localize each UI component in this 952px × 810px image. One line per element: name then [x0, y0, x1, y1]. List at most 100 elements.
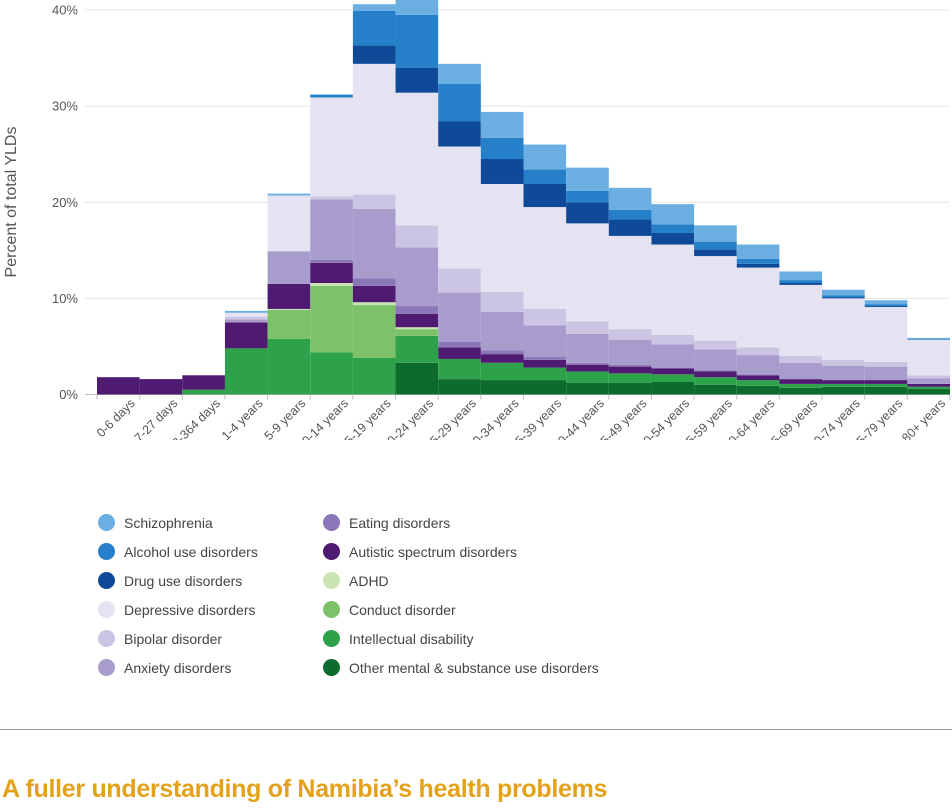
- legend-label: Intellectual disability: [349, 630, 474, 647]
- legend-label: Drug use disorders: [124, 572, 243, 589]
- bar-segment: [310, 94, 353, 98]
- bar-segment: [566, 382, 609, 395]
- x-tick-label: 0-6 days: [94, 396, 138, 440]
- bar-segment: [822, 359, 865, 366]
- bar-segment: [779, 282, 823, 285]
- y-tick-labels: 0% 10% 20% 30% 40%: [52, 3, 78, 403]
- legend-swatch: [98, 659, 115, 676]
- bar-segment: [395, 225, 439, 248]
- legend-label: Depressive disorders: [124, 601, 256, 618]
- bar-segment: [694, 225, 737, 242]
- legend-item: Drug use disorders: [98, 566, 258, 595]
- bar-segment: [736, 374, 780, 376]
- bar-segment: [864, 300, 908, 305]
- bar-segment: [352, 305, 396, 358]
- bar-segment: [566, 190, 609, 203]
- bar-segment: [694, 377, 737, 385]
- bar-segment: [822, 298, 865, 360]
- bars: [97, 0, 950, 395]
- bar-segment: [566, 321, 609, 334]
- legend-item: Schizophrenia: [98, 508, 258, 537]
- bar-segment: [224, 348, 268, 395]
- x-tick-label: 5-9 years: [262, 396, 309, 440]
- bar-segment: [395, 67, 439, 93]
- bar-segment: [779, 362, 823, 380]
- bar-segment: [608, 373, 652, 383]
- bar-segment: [736, 267, 780, 348]
- legend-label: Other mental & substance use disorders: [349, 659, 599, 676]
- bar-segment: [352, 285, 396, 303]
- bar-segment: [694, 370, 737, 372]
- bar-segment: [352, 10, 396, 46]
- bar-segment: [310, 282, 353, 286]
- bar-segment: [651, 382, 695, 395]
- bar-segment: [224, 312, 268, 317]
- bar-segment: [864, 383, 908, 387]
- bar-segment: [608, 235, 652, 330]
- bar-segment: [438, 84, 481, 122]
- bar-segment: [779, 387, 823, 395]
- legend-item: Conduct disorder: [323, 595, 599, 624]
- legend-swatch: [98, 543, 115, 560]
- bar-segment: [651, 374, 695, 383]
- legend-item: Eating disorders: [323, 508, 599, 537]
- bar-segment: [182, 375, 225, 390]
- bar-segment: [395, 329, 439, 336]
- bar-segment: [864, 386, 908, 395]
- bar-segment: [480, 362, 524, 381]
- bar-segment: [694, 349, 737, 371]
- bar-segment: [907, 375, 950, 379]
- legend-swatch: [323, 543, 340, 560]
- legend-item: Depressive disorders: [98, 595, 258, 624]
- bar-segment: [438, 341, 481, 348]
- bar-segment: [523, 357, 567, 360]
- bar-segment: [779, 383, 823, 388]
- bar-segment: [310, 352, 353, 395]
- bar-segment: [566, 223, 609, 322]
- bar-segment: [310, 199, 353, 260]
- bar-segment: [352, 63, 396, 195]
- bar-segment: [480, 183, 524, 292]
- bar-segment: [822, 297, 865, 299]
- bar-segment: [651, 334, 695, 345]
- y-tick-label: 0%: [59, 387, 78, 402]
- bar-segment: [907, 388, 950, 395]
- bar-segment: [310, 262, 353, 283]
- bar-segment: [438, 268, 481, 293]
- legend-item: Autistic spectrum disorders: [323, 537, 599, 566]
- bar-segment: [566, 371, 609, 383]
- bar-segment: [779, 356, 823, 363]
- bar-segment: [438, 292, 481, 342]
- bar-segment: [438, 358, 481, 380]
- bar-segment: [224, 319, 268, 323]
- bar-segment: [267, 251, 311, 284]
- legend-item: Intellectual disability: [323, 624, 599, 653]
- bar-segment: [352, 194, 396, 209]
- legend-item: Anxiety disorders: [98, 653, 258, 682]
- bar-segment: [352, 302, 396, 306]
- bar-segment: [694, 241, 737, 250]
- bar-segment: [523, 367, 567, 381]
- bar-segment: [566, 167, 609, 191]
- bar-segment: [352, 208, 396, 279]
- bar-segment: [907, 386, 950, 389]
- bar-segment: [480, 380, 524, 395]
- bar-segment: [566, 202, 609, 224]
- legend-swatch: [98, 630, 115, 647]
- bar-segment: [651, 244, 695, 335]
- bar-segment: [651, 367, 695, 369]
- bar-segment: [736, 263, 780, 268]
- legend-item: ADHD: [323, 566, 599, 595]
- y-tick-label: 20%: [52, 195, 78, 210]
- bar-segment: [395, 327, 439, 330]
- stacked-bar-chart: Percent of total YLDs 0% 10% 20% 30% 40% 0-6…: [3, 0, 951, 440]
- bar-segment: [566, 333, 609, 363]
- x-tick-label: 7-27 days: [132, 396, 181, 440]
- bar-segment: [694, 256, 737, 341]
- bar-segment: [822, 386, 865, 395]
- bar-segment: [395, 92, 439, 226]
- bar-segment: [608, 382, 652, 395]
- bar-segment: [651, 368, 695, 375]
- bar-segment: [480, 158, 524, 184]
